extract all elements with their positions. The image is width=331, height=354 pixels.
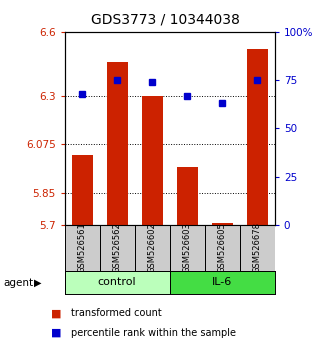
Bar bbox=[212, 223, 233, 225]
Text: GSM526561: GSM526561 bbox=[77, 222, 87, 273]
Bar bbox=[240, 225, 275, 271]
Bar bbox=[169, 225, 205, 271]
Bar bbox=[65, 271, 169, 294]
Bar bbox=[100, 225, 135, 271]
Bar bbox=[107, 62, 128, 225]
Bar bbox=[169, 271, 275, 294]
Text: GSM526605: GSM526605 bbox=[218, 222, 227, 273]
Text: agent: agent bbox=[3, 278, 33, 288]
Text: GSM526678: GSM526678 bbox=[253, 222, 262, 273]
Text: percentile rank within the sample: percentile rank within the sample bbox=[71, 328, 236, 338]
Text: ▶: ▶ bbox=[34, 278, 42, 288]
Bar bbox=[177, 167, 198, 225]
Bar bbox=[247, 49, 268, 225]
Text: GSM526602: GSM526602 bbox=[148, 222, 157, 273]
Text: GSM526562: GSM526562 bbox=[113, 222, 121, 273]
Bar bbox=[142, 96, 163, 225]
Text: ■: ■ bbox=[51, 308, 62, 318]
Text: GDS3773 / 10344038: GDS3773 / 10344038 bbox=[91, 12, 240, 27]
Text: transformed count: transformed count bbox=[71, 308, 162, 318]
Bar bbox=[135, 225, 170, 271]
Bar bbox=[71, 155, 93, 225]
Text: IL-6: IL-6 bbox=[212, 277, 232, 287]
Bar bbox=[65, 225, 100, 271]
Text: control: control bbox=[98, 277, 136, 287]
Text: GSM526603: GSM526603 bbox=[183, 222, 192, 273]
Bar bbox=[205, 225, 240, 271]
Text: ■: ■ bbox=[51, 328, 62, 338]
